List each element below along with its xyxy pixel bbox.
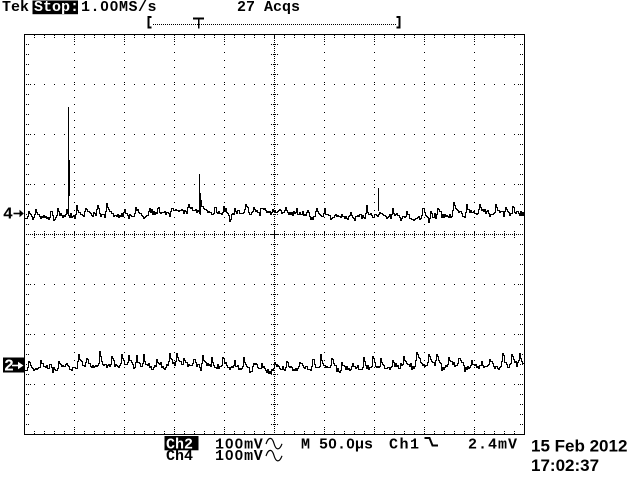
svg-text:15 Feb 2012: 15 Feb 2012: [531, 437, 627, 456]
svg-text:Ch1: Ch1: [389, 437, 421, 454]
svg-text:27 Acqs: 27 Acqs: [237, 0, 300, 16]
svg-text:17:02:37: 17:02:37: [531, 456, 599, 475]
svg-text:4: 4: [3, 205, 13, 224]
svg-text:Ch2: Ch2: [166, 437, 193, 454]
svg-text:Stop:: Stop:: [34, 0, 79, 16]
svg-text:2: 2: [4, 357, 14, 376]
svg-text:M 50.0µs: M 50.0µs: [301, 437, 373, 454]
svg-text:2.4mV: 2.4mV: [468, 437, 518, 454]
svg-text:Tek: Tek: [2, 0, 29, 16]
svg-text:Ch4: Ch4: [166, 448, 193, 465]
svg-text:1.00MS/s: 1.00MS/s: [81, 0, 157, 16]
